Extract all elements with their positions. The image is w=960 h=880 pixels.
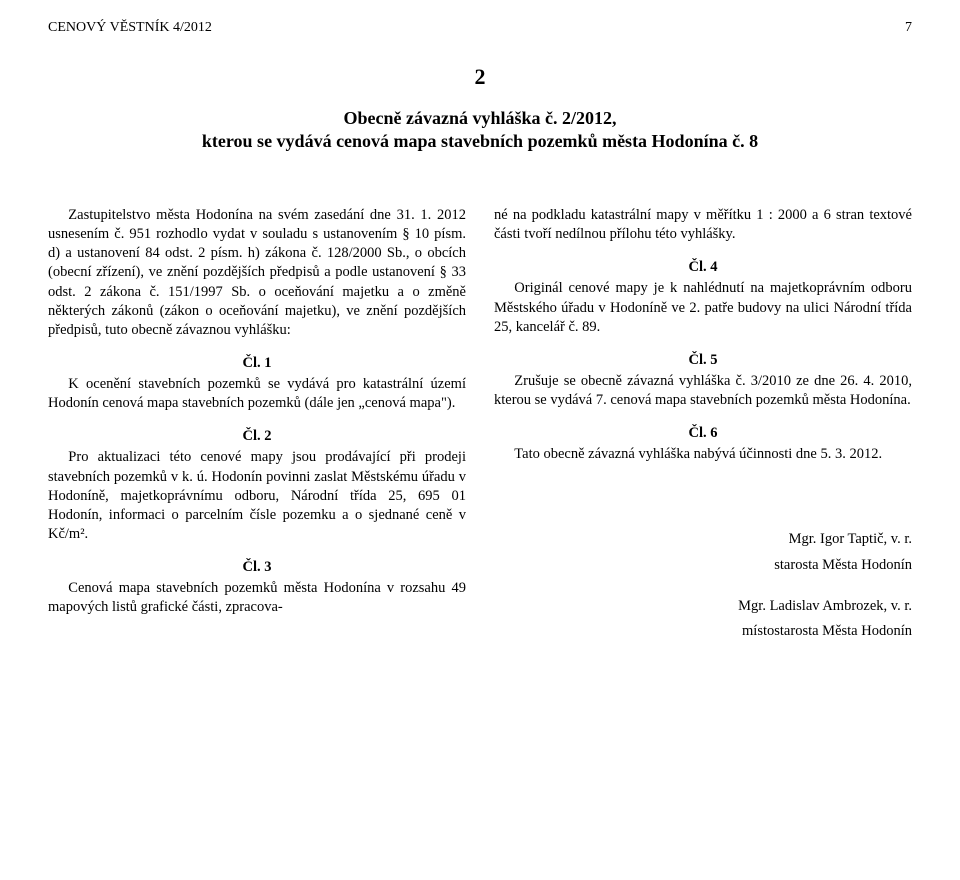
header-journal: CENOVÝ VĚSTNÍK 4/2012	[48, 20, 212, 36]
article-5-heading: Čl. 5	[494, 351, 912, 370]
document-title: Obecně závazná vyhláška č. 2/2012,	[48, 108, 912, 129]
article-1-body: K ocenění stavebních pozemků se vydává p…	[48, 375, 466, 413]
page-header: CENOVÝ VĚSTNÍK 4/2012 7	[48, 20, 912, 36]
signature-1-name: Mgr. Igor Taptič, v. r.	[494, 530, 912, 549]
article-4-heading: Čl. 4	[494, 258, 912, 277]
signature-1-title: starosta Města Hodonín	[494, 556, 912, 575]
document-subtitle: kterou se vydává cenová mapa stavebních …	[48, 131, 912, 152]
article-3-body: Cenová mapa stavebních pozemků města Hod…	[48, 579, 466, 617]
signature-2-name: Mgr. Ladislav Ambrozek, v. r.	[494, 597, 912, 616]
signature-2-title: místostarosta Města Hodonín	[494, 622, 912, 641]
spacer	[494, 464, 912, 524]
content-columns: Zastupitelstvo města Hodonína na svém za…	[48, 206, 912, 663]
signature-1: Mgr. Igor Taptič, v. r. starosta Města H…	[494, 530, 912, 574]
article-3-heading: Čl. 3	[48, 558, 466, 577]
column-right: né na podkladu katastrální mapy v měřítk…	[494, 206, 912, 663]
column-left: Zastupitelstvo města Hodonína na svém za…	[48, 206, 466, 663]
header-pagenum: 7	[905, 20, 912, 36]
article-2-heading: Čl. 2	[48, 427, 466, 446]
article-1-heading: Čl. 1	[48, 354, 466, 373]
signature-2: Mgr. Ladislav Ambrozek, v. r. místostaro…	[494, 597, 912, 641]
continuation-paragraph: né na podkladu katastrální mapy v měřítk…	[494, 206, 912, 244]
article-6-heading: Čl. 6	[494, 424, 912, 443]
article-5-body: Zrušuje se obecně závazná vyhláška č. 3/…	[494, 372, 912, 410]
section-number: 2	[48, 64, 912, 90]
intro-paragraph: Zastupitelstvo města Hodonína na svém za…	[48, 206, 466, 340]
article-4-body: Originál cenové mapy je k nahlédnutí na …	[494, 279, 912, 336]
article-6-body: Tato obecně závazná vyhláška nabývá účin…	[494, 445, 912, 464]
article-2-body: Pro aktualizaci této cenové mapy jsou pr…	[48, 448, 466, 544]
